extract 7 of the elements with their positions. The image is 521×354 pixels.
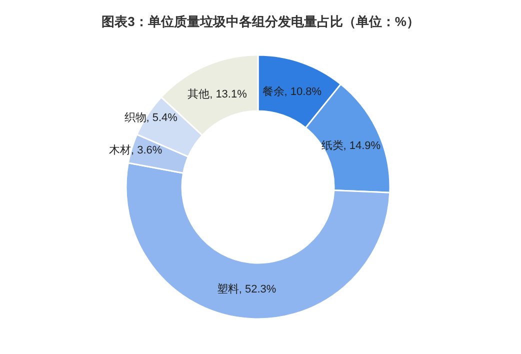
chart-title: 图表3：单位质量垃圾中各组分发电量占比（单位：%） xyxy=(102,14,420,29)
slice-label: 餐余, 10.8% xyxy=(262,86,322,98)
slice-label: 其他, 13.1% xyxy=(188,88,248,100)
slice-label: 纸类, 14.9% xyxy=(321,138,381,152)
slice-label: 木材, 3.6% xyxy=(108,144,162,157)
slice-label: 塑料, 52.3% xyxy=(216,282,276,296)
slice-label: 织物, 5.4% xyxy=(124,112,178,124)
